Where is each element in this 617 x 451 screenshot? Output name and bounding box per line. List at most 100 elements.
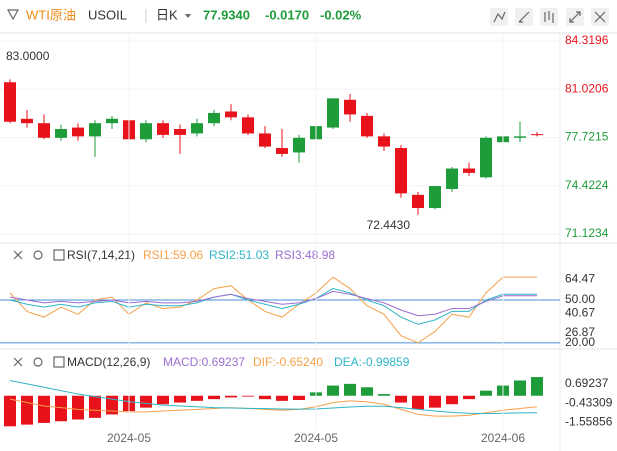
close-icon[interactable]: [13, 357, 23, 367]
macd-bar: [344, 383, 356, 396]
y-tick-label: 0.69237: [565, 376, 609, 390]
y-tick-label: 50.00: [565, 292, 595, 306]
annotation: 72.4430: [367, 218, 411, 232]
macd-bar: [412, 395, 424, 410]
macd-bar: [208, 395, 220, 400]
x-tick-label: 2024-05: [107, 431, 151, 445]
macd-bar: [4, 395, 16, 427]
macd-bar: [293, 395, 305, 400]
candle-body: [463, 168, 475, 173]
candle-body: [72, 127, 84, 137]
macd-bar: [531, 377, 543, 396]
macd-bar: [242, 395, 254, 397]
candle-body: [429, 186, 441, 209]
x-tick-label: 2024-05: [294, 431, 338, 445]
legend-entry: RSI3:48.98: [275, 248, 335, 262]
macd-title: MACD(12,26,9): [67, 355, 150, 369]
tool-btn[interactable]: [490, 8, 508, 26]
y-tick-label: 77.7215: [565, 130, 609, 144]
code: USOIL: [88, 7, 127, 22]
tool-icon: [594, 11, 606, 23]
candle-body: [412, 194, 424, 209]
macd-bar: [276, 395, 288, 401]
price: 77.9340: [203, 7, 250, 22]
y-tick-label: 81.0206: [565, 81, 609, 95]
macd-bar: [55, 395, 67, 422]
candle-body: [157, 123, 169, 135]
settings-icon[interactable]: [33, 357, 43, 367]
candle-body: [4, 82, 16, 122]
macd-bar: [72, 395, 84, 420]
macd-bar: [225, 395, 237, 398]
series-line: [9, 290, 537, 317]
macd-bar: [429, 395, 441, 408]
macd-bar: [327, 385, 339, 396]
candle-body: [327, 98, 339, 128]
candle-body: [514, 136, 526, 138]
tool-icon: [493, 11, 506, 23]
macd-bar: [174, 395, 186, 403]
settings-icon[interactable]: [33, 250, 43, 260]
x-tick-label: 2024-06: [481, 431, 525, 445]
macd-bar: [514, 380, 526, 396]
macd-bar: [106, 395, 118, 415]
legend-entry: RSI1:59.06: [143, 248, 203, 262]
series-line: [9, 276, 537, 344]
candle-body: [89, 123, 101, 137]
candle-body: [174, 129, 186, 135]
macd-bar: [378, 394, 390, 396]
period[interactable]: 日K: [156, 7, 178, 22]
y-tick-label: 84.3196: [565, 33, 609, 47]
close-icon[interactable]: [13, 250, 23, 260]
fav-icon[interactable]: [6, 9, 20, 21]
macd-bar: [361, 387, 373, 396]
y-tick-label: 40.67: [565, 306, 595, 320]
macd-controls: [13, 356, 65, 368]
candle-body: [531, 134, 543, 136]
candle-body: [225, 111, 237, 118]
tool-icon: [544, 11, 554, 23]
change-pct: -0.02%: [320, 7, 362, 22]
candle-body: [344, 99, 356, 115]
y-tick-label: 71.1234: [565, 226, 609, 240]
macd-bar: [21, 395, 33, 425]
toolbar: [490, 8, 609, 26]
candle-body: [242, 117, 254, 134]
candle-body: [208, 112, 220, 124]
expand-icon[interactable]: [53, 356, 65, 368]
candle-body: [140, 123, 152, 140]
y-tick-label: -0.43309: [565, 395, 613, 409]
candle-body: [480, 137, 492, 178]
series-line: [9, 288, 537, 325]
macd-bar: [38, 395, 50, 423]
macd-bar: [480, 390, 492, 396]
tool-icon: [518, 11, 530, 23]
series-line: [9, 398, 538, 417]
legend-entry: DEA:-0.99859: [334, 355, 410, 369]
change: -0.0170: [265, 7, 309, 22]
macd-bar: [259, 395, 271, 400]
candle-body: [361, 115, 373, 137]
legend-entry: MACD:0.69237: [163, 355, 245, 369]
candle-body: [395, 148, 407, 194]
rsi-controls: [13, 249, 65, 261]
dropdown[interactable]: [185, 14, 191, 18]
macd-bar: [140, 395, 152, 408]
y-tick-label: 74.4224: [565, 178, 609, 192]
expand-icon[interactable]: [53, 249, 65, 261]
y-tick-label: 20.00: [565, 335, 595, 349]
tool-icon: [569, 11, 581, 23]
y-tick-label: 64.47: [565, 272, 595, 286]
legend-entry: RSI2:51.03: [209, 248, 269, 262]
macd-bar: [446, 395, 458, 405]
candle-body: [293, 137, 305, 153]
annotation: 83.0000: [6, 49, 50, 63]
macd-bar: [191, 395, 203, 401]
y-tick-label: -1.55856: [565, 414, 613, 428]
macd-bar: [157, 395, 169, 405]
macd-bar: [395, 395, 407, 403]
candle-body: [191, 123, 203, 134]
rsi-title: RSI(7,14,21): [67, 248, 135, 262]
